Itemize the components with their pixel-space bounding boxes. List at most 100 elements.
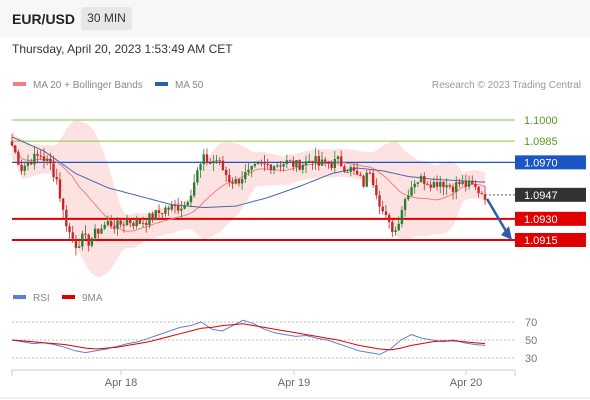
candle-body: [371, 173, 375, 186]
candle-body: [52, 163, 55, 178]
candle-body: [202, 154, 205, 165]
candle-body: [407, 195, 410, 200]
candle-body: [381, 206, 384, 212]
candle-body: [224, 169, 228, 176]
candle-body: [23, 165, 26, 171]
level-label-1.0915: 1.0915: [524, 235, 558, 247]
candle-body: [471, 180, 474, 184]
candle-body: [100, 228, 103, 234]
candle-body: [26, 162, 30, 166]
candle-body: [145, 222, 148, 225]
candle-body: [292, 160, 295, 167]
level-label-1.0930: 1.0930: [524, 214, 558, 226]
candle-body: [180, 208, 183, 211]
candle-body: [240, 179, 244, 184]
candle-body: [81, 233, 84, 247]
candle-body: [304, 161, 308, 165]
candle-body: [349, 167, 352, 172]
last-price-label: 1.0947: [524, 190, 558, 202]
candle-body: [138, 219, 142, 224]
candle-body: [176, 205, 180, 211]
rsi-swatch: [13, 295, 26, 300]
candle-body: [45, 158, 49, 162]
candle-body: [237, 179, 241, 184]
candle-body: [467, 180, 471, 187]
candle-body: [269, 164, 273, 171]
candle-body: [458, 182, 461, 185]
candle-body: [228, 175, 231, 182]
rsi-ma-label: 9MA: [82, 293, 103, 304]
candle-body: [394, 230, 397, 233]
candle-body: [231, 181, 234, 184]
candle-body: [474, 183, 477, 187]
legend-ma20: MA 20 + Bollinger Bands: [13, 80, 143, 91]
candle-body: [49, 158, 52, 164]
ma20-swatch: [13, 82, 26, 87]
rsi-tick-50: 50: [525, 335, 537, 347]
x-tick-label: Apr 19: [278, 377, 310, 389]
candle-body: [87, 234, 90, 246]
candle-body: [330, 163, 333, 168]
candle-body: [253, 164, 257, 167]
candle-body: [266, 164, 269, 166]
candle-body: [272, 166, 276, 171]
timeframe-button[interactable]: 30 MIN: [81, 7, 132, 30]
candle-body: [327, 161, 330, 164]
candle-body: [97, 228, 100, 234]
bollinger-bands: [12, 120, 485, 278]
rsi-tick-70: 70: [525, 317, 537, 329]
candle-body: [192, 182, 196, 196]
candle-body: [365, 172, 368, 187]
ma50-label: MA 50: [175, 80, 204, 91]
candle-body: [426, 184, 429, 186]
rsi-label: RSI: [33, 293, 50, 304]
candle-body: [263, 163, 266, 165]
candle-body: [288, 160, 292, 162]
forecast-arrow-shaft: [485, 198, 508, 232]
candle-body: [205, 154, 209, 163]
candle-body: [157, 210, 161, 214]
candle-body: [39, 155, 42, 157]
candle-body: [285, 160, 289, 165]
candle-body: [250, 166, 253, 170]
x-axis: Apr 18 Apr 19 Apr 20: [0, 369, 590, 399]
candle-body: [20, 164, 23, 171]
candle-body: [419, 176, 423, 183]
candle-body: [397, 223, 400, 231]
candle-body: [384, 211, 388, 216]
candle-body: [423, 176, 426, 185]
candle-body: [359, 174, 362, 176]
candle-body: [378, 195, 381, 207]
candle-body: [74, 238, 78, 248]
candle-body: [103, 224, 106, 229]
candle-body: [439, 181, 442, 187]
candles: [10, 133, 487, 256]
candle-body: [410, 187, 413, 196]
candle-body: [324, 159, 327, 162]
candle-body: [244, 172, 247, 180]
candle-body: [279, 165, 282, 167]
candle-body: [61, 198, 65, 210]
candle-body: [477, 186, 480, 194]
candle-body: [148, 213, 151, 225]
legend-rsi-ma: 9MA: [62, 293, 103, 304]
candle-body: [352, 167, 356, 171]
candle-body: [339, 156, 343, 167]
rsi-ma-swatch: [62, 295, 75, 300]
candle-body: [135, 219, 138, 227]
candle-body: [416, 182, 420, 184]
candle-body: [164, 207, 167, 214]
candle-body: [29, 162, 33, 165]
candle-body: [119, 220, 122, 225]
candle-body: [260, 162, 263, 164]
ma20-label: MA 20 + Bollinger Bands: [33, 80, 143, 91]
candle-body: [442, 181, 445, 188]
candle-body: [17, 152, 20, 165]
candle-body: [189, 195, 193, 203]
candle-body: [276, 165, 279, 167]
rsi-panel: 70 50 30: [11, 317, 537, 365]
candle-body: [311, 160, 314, 163]
candle-body: [93, 228, 97, 239]
ma50-line: [11, 136, 486, 209]
